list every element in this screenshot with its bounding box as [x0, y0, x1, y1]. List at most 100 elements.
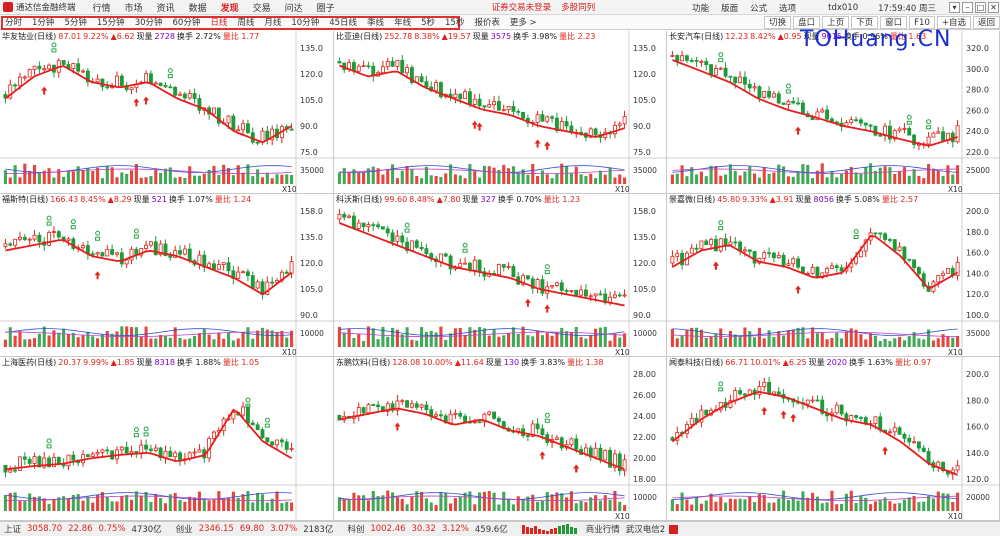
period-15min[interactable]: 15分钟 [96, 18, 125, 28]
prev-page-button[interactable]: 上页 [822, 16, 850, 29]
buy-signal-arrow [761, 406, 768, 415]
period-intraday[interactable]: 分时 [5, 18, 23, 28]
minimize-icon[interactable]: – [962, 2, 973, 13]
change: ▲11.64 [454, 358, 484, 367]
period-5sec[interactable]: 5秒 [421, 18, 435, 28]
close-icon[interactable]: ✕ [988, 2, 999, 13]
period-10min[interactable]: 10分钟 [291, 18, 320, 28]
back-button[interactable]: 返回 [972, 16, 1000, 29]
period-quote-table[interactable]: 报价表 [474, 18, 500, 28]
volume-bar [37, 172, 41, 184]
volume-bar [62, 328, 66, 347]
index-gem-name[interactable]: 创业 [175, 525, 193, 535]
volume-bar [352, 169, 356, 184]
window-button[interactable]: 窗口 [880, 16, 908, 29]
candle-body [56, 231, 61, 238]
volume-bar [555, 492, 559, 511]
volume-bar [376, 168, 380, 184]
candle-body [955, 465, 960, 471]
period-monthly[interactable]: 月线 [264, 18, 282, 28]
volume-bar [748, 331, 752, 347]
kline-panel[interactable]: 福斯特(日线) 166.43 8.45% ▲8.29 现量 521 换手 1.07% 量比 1… [0, 194, 334, 357]
sell-signal-marker [544, 412, 550, 423]
candle-body [424, 404, 429, 411]
volume-bar [13, 492, 17, 511]
menu-formula[interactable]: 公式 [750, 3, 768, 14]
kline-panel[interactable]: 科沃斯(日线) 99.60 8.48% ▲7.80 现量 327 换手 0.70% 量比 1.… [334, 194, 667, 357]
menu-item-market[interactable]: 市场 [124, 3, 143, 14]
menu-function[interactable]: 功能 [692, 3, 710, 14]
buy-signal-arrow [534, 139, 541, 148]
maximize-icon[interactable]: □ [975, 2, 986, 13]
candle-body [762, 90, 767, 98]
change: 10.00% [422, 358, 453, 367]
index-star-name[interactable]: 科创 [347, 525, 365, 535]
period-weekly[interactable]: 周线 [237, 18, 255, 28]
period-5min[interactable]: 5分钟 [64, 18, 87, 28]
menu-item-quotes[interactable]: 行情 [92, 3, 111, 14]
multi-stock-mode-label[interactable]: 多股同列 [561, 3, 596, 13]
candle-body [535, 279, 540, 289]
index-shanghai-name[interactable]: 上证 [4, 525, 22, 535]
menu-layout[interactable]: 版面 [721, 3, 739, 14]
change: ▲19.57 [441, 32, 471, 41]
sell-signal-marker [167, 68, 173, 79]
vol-value: 3575 [490, 32, 512, 41]
volume-bar [212, 498, 216, 511]
kline-panel[interactable]: 闻泰科技(日线) 66.71 10.01% ▲6.25 现量 2020 换手 1.63% 量比… [667, 357, 1000, 521]
period-30min[interactable]: 30分钟 [134, 18, 163, 28]
volume-bar [270, 178, 274, 184]
kline-panel[interactable]: 华友钴业(日线) 87.01 9.22% ▲6.62 现量 2728 换手 2.72% 量比 … [0, 31, 334, 194]
period-15sec[interactable]: 15秒 [445, 18, 465, 28]
server-label[interactable]: 武汉电信2 [625, 525, 666, 535]
volume-bar [598, 327, 602, 347]
candle-body [71, 454, 76, 461]
period-60min[interactable]: 60分钟 [172, 18, 201, 28]
change: 8.48% [409, 195, 435, 204]
menu-item-circle[interactable]: 圈子 [316, 3, 335, 14]
kline-panel[interactable]: 东鹏饮料(日线) 128.08 10.00% ▲11.64 现量 130 换手 3.83% 量… [334, 357, 667, 521]
y-tick-label: 240.0 [966, 127, 989, 136]
trade-login-status[interactable]: 证券交易未登录 [491, 3, 552, 13]
period-more[interactable]: 更多 > [509, 18, 537, 28]
kline-panel[interactable]: 上海医药(日线) 20.37 9.99% ▲1.85 现量 8318 换手 1.88% 量比 … [0, 357, 334, 521]
y-tick-label: 160.0 [966, 423, 989, 432]
switch-button[interactable]: 切换 [764, 16, 792, 29]
add-watchlist-button[interactable]: +自选 [936, 16, 971, 29]
y-tick-label: 300.0 [966, 65, 989, 74]
candle-body [85, 70, 90, 83]
menu-item-news[interactable]: 资讯 [156, 3, 175, 14]
order-book-button[interactable]: 盘口 [793, 16, 821, 29]
candle-body [854, 119, 859, 122]
menu-item-data[interactable]: 数据 [188, 3, 207, 14]
next-page-button[interactable]: 下页 [851, 16, 879, 29]
period-45day[interactable]: 45日线 [329, 18, 358, 28]
period-yearly[interactable]: 年线 [394, 18, 412, 28]
volume-bar [129, 170, 134, 184]
menu-item-trade[interactable]: 交易 [252, 3, 271, 14]
candle-body [361, 65, 366, 68]
change: 9.22% [83, 32, 109, 41]
candle-body [51, 456, 56, 468]
volume-bar [91, 502, 95, 511]
kline-panel[interactable]: 长安汽车(日线) 12.23 8.42% ▲0.95 现量 9015 换手 0.96% 量比 … [667, 31, 1000, 194]
dropdown-icon[interactable]: ▾ [949, 2, 960, 13]
period-quarterly[interactable]: 季线 [367, 18, 385, 28]
menu-options[interactable]: 选项 [779, 3, 797, 14]
f10-button[interactable]: F10 [909, 16, 935, 29]
candle-body [81, 454, 85, 464]
kline-panel[interactable]: 比亚迪(日线) 252.78 8.38% ▲19.57 现量 3575 换手 3.98% 量比… [334, 31, 667, 194]
candle-body [941, 461, 946, 472]
candle-body [704, 240, 709, 245]
menu-item-wenda[interactable]: 问达 [284, 3, 303, 14]
kline-panel[interactable]: 景嘉微(日线) 45.80 9.33% ▲3.91 现量 8056 换手 5.08% 量比 2… [667, 194, 1000, 357]
volume-tick-label: 35000 [966, 329, 990, 338]
candle-body [805, 399, 810, 405]
volume-bar [202, 499, 206, 511]
period-1min[interactable]: 1分钟 [32, 18, 55, 28]
buy-signal-arrow [882, 446, 889, 455]
candle-body [559, 282, 564, 291]
menu-item-discover[interactable]: 发现 [220, 3, 239, 14]
volume-bar [854, 172, 858, 184]
period-daily[interactable]: 日线 [210, 18, 228, 28]
